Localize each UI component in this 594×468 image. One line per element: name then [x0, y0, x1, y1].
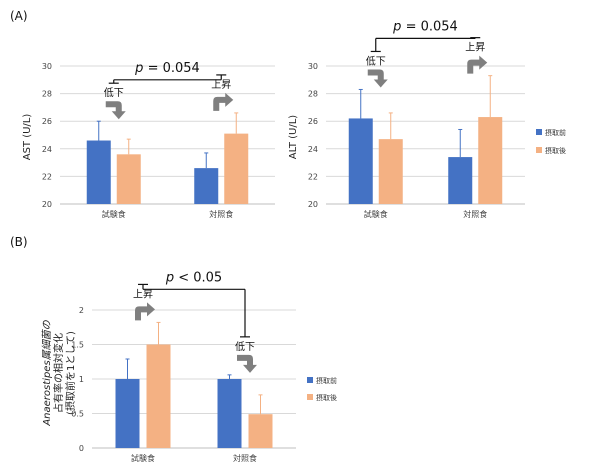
chart-2-change-label: 低下 [235, 340, 255, 353]
chart-1-x-tick-label: 対照食 [463, 209, 487, 219]
y-axis-title-b: Anaerostipes属細菌の 占有率の相対変化 (摂取前を1として) [41, 319, 77, 426]
curved-arrow-icon [237, 354, 257, 373]
legend-label-before-b: 摂取前 [316, 376, 337, 385]
chart-2-x-tick-label: 試験食 [131, 453, 155, 463]
chart-2-y-tick-label: 2 [79, 306, 84, 315]
chart-2-bar-after [146, 344, 171, 448]
chart-2-bar-before [115, 379, 140, 448]
chart-1-change-label: 低下 [366, 54, 386, 67]
panel-label-a: (A) [10, 9, 28, 23]
chart-2-y-tick-label: 1 [79, 375, 84, 384]
chart-1-y-tick-label: 22 [308, 172, 318, 181]
chart-1-y-tick-label: 26 [308, 117, 318, 126]
chart-1-bar-after [478, 117, 503, 204]
chart-0-y-tick-label: 30 [42, 62, 52, 71]
chart-0-y-tick-label: 24 [42, 145, 52, 154]
chart-1-y-tick-label: 20 [308, 200, 318, 209]
chart-0-bar-after [224, 133, 249, 204]
chart-0-x-tick-label: 対照食 [209, 209, 233, 219]
chart-0-y-tick-label: 22 [42, 172, 52, 181]
chart-1-change-label: 上昇 [465, 42, 485, 54]
chart-0-y-tick-label: 28 [42, 90, 52, 99]
curved-arrow-icon [367, 69, 388, 88]
legend-label-after-b: 摂取後 [316, 393, 337, 402]
chart-0-bar-before [86, 140, 111, 204]
legend-swatch-after-b [307, 394, 313, 400]
chart-2-y-tick-label: 0 [79, 444, 84, 453]
curved-arrow-icon [135, 302, 155, 321]
legend-label-before: 摂取前 [545, 128, 566, 137]
y-axis-title-ast: AST (U/L) [22, 114, 33, 161]
chart-0-y-tick-label: 26 [42, 117, 52, 126]
y-axis-title-b-line3: (摂取前を1として) [64, 331, 77, 415]
chart-2-y-tick-label: 0.5 [71, 410, 84, 419]
curved-arrow-icon [467, 55, 488, 74]
chart-2-bar-after [248, 414, 273, 448]
y-axis-title-b-line2: 占有率の相対変化 [52, 333, 65, 413]
chart-0-change-label: 上昇 [211, 79, 231, 91]
chart-2-x-tick-label: 対照食 [233, 453, 257, 463]
legend-bottom: 摂取前 摂取後 [307, 376, 337, 402]
chart-1-bar-after [378, 139, 403, 204]
chart-1-y-tick-label: 30 [308, 62, 318, 71]
legend-top: 摂取前 摂取後 [536, 128, 566, 155]
panel-label-b: (B) [10, 235, 28, 249]
curved-arrow-icon [213, 92, 234, 111]
chart-1-y-tick-label: 28 [308, 90, 318, 99]
chart-0-y-tick-label: 20 [42, 200, 52, 209]
chart-2-change-label: 上昇 [133, 288, 153, 300]
chart-0-x-tick-label: 試験食 [102, 209, 126, 219]
chart-0-bar-after [116, 154, 141, 204]
chart-1-bar-before [448, 157, 473, 204]
y-axis-title-b-line1: Anaerostipes属細菌の [41, 319, 53, 426]
chart-0-bar-before [194, 168, 219, 204]
chart-1-p-value: p = 0.054 [392, 19, 458, 34]
curved-arrow-icon [105, 101, 126, 120]
legend-swatch-before [536, 129, 542, 135]
chart-2-y-tick-label: 1.5 [71, 341, 84, 350]
chart-2-p-value: p < 0.05 [165, 270, 222, 285]
legend-swatch-before-b [307, 377, 313, 383]
y-axis-title-alt: ALT (U/L) [288, 115, 299, 159]
legend-label-after: 摂取後 [545, 146, 566, 155]
legend-swatch-after [536, 147, 542, 153]
chart-1-x-tick-label: 試験食 [364, 209, 388, 219]
chart-1-bar-before [348, 118, 373, 204]
chart-2-bar-before [217, 379, 242, 448]
chart-1-y-tick-label: 24 [308, 145, 318, 154]
chart-0-p-value: p = 0.054 [134, 61, 200, 76]
chart-0-change-label: 低下 [104, 86, 124, 99]
